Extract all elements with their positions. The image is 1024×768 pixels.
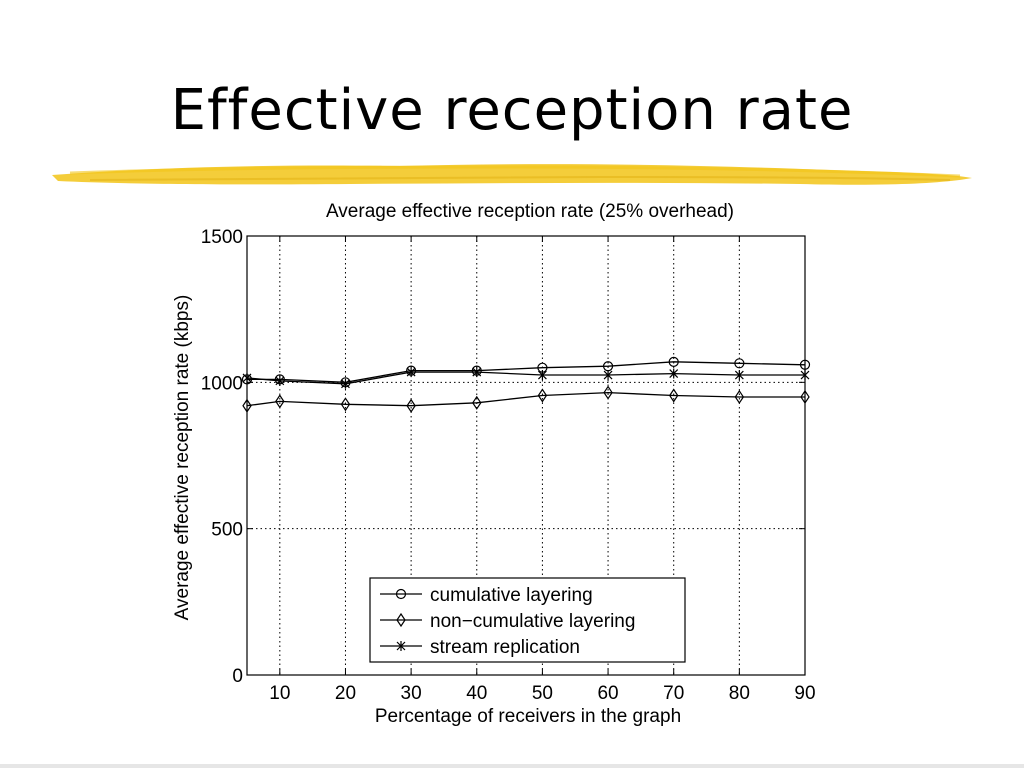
x-tick-label: 90	[794, 683, 815, 704]
data-point	[734, 358, 745, 369]
data-point	[603, 370, 613, 381]
data-point	[537, 388, 548, 403]
data-point	[242, 372, 252, 383]
y-tick-label: 1500	[201, 227, 243, 248]
data-point	[537, 370, 547, 381]
data-point	[406, 398, 416, 413]
series-lines	[241, 356, 811, 413]
x-tick-label: 20	[335, 683, 356, 704]
title-underline-highlight	[52, 164, 972, 185]
legend-label: non−cumulative layering	[430, 611, 635, 632]
data-point	[800, 370, 810, 381]
data-point	[669, 368, 679, 379]
series-line	[247, 361, 806, 383]
data-point	[668, 388, 679, 403]
legend-entry: cumulative layering	[380, 585, 593, 606]
y-tick-label: 500	[211, 520, 243, 541]
data-point	[406, 367, 416, 378]
legend-marker	[395, 588, 407, 600]
series-circle	[241, 356, 811, 388]
series-line	[246, 391, 805, 407]
slide-footer-rule	[0, 764, 1024, 768]
axes: 10 20 30 40 50 60 70 80 90 0 500 1000 1500	[201, 227, 816, 704]
data-point	[341, 378, 350, 389]
y-tick-label: 1000	[201, 373, 243, 394]
legend-marker	[396, 641, 406, 651]
x-tick-label: 40	[466, 683, 487, 704]
data-point	[275, 375, 285, 386]
legend-label: cumulative layering	[430, 585, 593, 606]
data-point	[472, 395, 482, 410]
series-star	[242, 367, 810, 389]
x-tick-label: 70	[663, 683, 684, 704]
slide-title: Effective reception rate	[170, 78, 854, 143]
legend-entry: stream replication	[380, 637, 580, 658]
legend-label: stream replication	[430, 637, 580, 658]
x-axis-label: Percentage of receivers in the graph	[375, 706, 681, 727]
x-tick-label: 80	[729, 683, 750, 704]
x-tick-label: 30	[401, 683, 422, 704]
y-axis-label: Average effective reception rate (kbps)	[172, 295, 193, 621]
chart-title: Average effective reception rate (25% ov…	[326, 201, 734, 222]
series-diamond	[242, 385, 810, 413]
x-tick-label: 10	[269, 683, 290, 704]
data-point	[472, 367, 482, 378]
data-point	[340, 397, 351, 412]
data-point	[603, 385, 613, 400]
legend-box	[369, 577, 686, 663]
data-point	[799, 359, 811, 370]
legend-entry: non−cumulative layering	[380, 611, 635, 632]
data-point	[734, 370, 744, 381]
x-tick-label: 60	[597, 683, 618, 704]
plot-area-frame	[246, 235, 806, 676]
data-point	[275, 394, 285, 409]
data-point	[668, 356, 679, 367]
data-point	[242, 398, 252, 413]
y-tick-label: 0	[232, 666, 243, 687]
data-point	[800, 389, 810, 405]
legend-marker	[396, 612, 406, 628]
data-point	[734, 389, 745, 405]
x-tick-label: 50	[532, 683, 553, 704]
series-line	[246, 371, 805, 385]
legend: cumulative layering non−cumulative layeri…	[369, 577, 686, 663]
